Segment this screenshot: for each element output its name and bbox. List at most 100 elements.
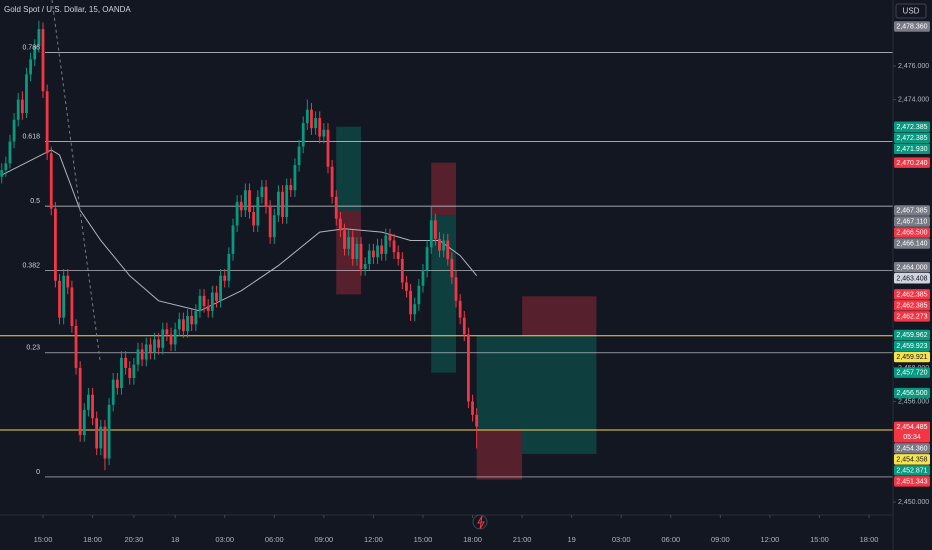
price-label-text: 2,472.385: [896, 135, 927, 142]
candle-body: [421, 270, 425, 286]
candle-body: [343, 230, 346, 249]
price-label: [894, 465, 930, 476]
candle-body: [338, 218, 342, 231]
x-tick-label: 21:00: [513, 535, 532, 544]
candle-body: [467, 334, 470, 402]
candle-body: [351, 237, 355, 259]
price-label: [894, 143, 930, 154]
candle-body: [82, 409, 86, 436]
candle-body: [190, 315, 194, 325]
candle-body: [157, 339, 161, 348]
candle-body: [132, 364, 136, 378]
position-box: [522, 428, 597, 454]
candle-body: [446, 240, 450, 259]
countdown: 05:34: [903, 434, 921, 441]
fib-label: 0.618: [22, 133, 40, 140]
candle-body: [186, 315, 189, 332]
candle-body: [8, 141, 12, 164]
lightning-ring[interactable]: [472, 514, 488, 530]
candle-body: [140, 349, 144, 360]
chart-title: Gold Spot / U.S. Dollar, 15, OANDA: [4, 5, 131, 14]
x-tick-label: 12:00: [761, 535, 780, 544]
candle-body: [227, 253, 231, 281]
candle-body: [20, 99, 24, 114]
y-tick-label: 2,456.000: [898, 398, 929, 405]
candle-body: [148, 344, 152, 353]
candle-body: [264, 186, 268, 207]
candle-body: [372, 250, 375, 258]
position-box: [522, 296, 597, 336]
x-tick-label: 03:00: [612, 535, 631, 544]
candle-body: [144, 344, 148, 360]
candle-body: [74, 326, 78, 368]
price-label: [894, 340, 930, 352]
price-label-text: 2,462.385: [896, 291, 927, 298]
price-label-text: 2,467.385: [896, 208, 927, 215]
x-tick-label: 06:00: [265, 535, 284, 544]
candle-body: [252, 211, 256, 226]
x-tick-label: 18:00: [860, 535, 879, 544]
candle-body: [475, 414, 479, 427]
price-label-text: 2,457.720: [896, 370, 927, 377]
candle-body: [87, 394, 90, 410]
candle-body: [289, 185, 293, 191]
candle-body: [243, 190, 247, 211]
candle-body: [177, 319, 181, 330]
candle-body: [41, 29, 45, 92]
x-tick-label: 12:00: [364, 535, 383, 544]
x-tick-label: 20:30: [124, 535, 143, 544]
x-tick-label: 09:00: [314, 535, 333, 544]
candle-body: [413, 304, 417, 315]
price-label: [894, 329, 930, 341]
x-tick-label: 15:00: [810, 535, 829, 544]
candle-body: [37, 29, 41, 46]
candle-body: [194, 310, 198, 325]
candle-body: [305, 109, 309, 124]
price-label-text: 2,467.110: [897, 219, 928, 226]
candle-body: [293, 165, 297, 191]
price-label-text: 2,451.343: [896, 478, 927, 485]
candle-body: [215, 292, 218, 301]
candle-body: [219, 275, 222, 301]
price-label-text: 2,466.140: [896, 241, 927, 248]
candle-body: [103, 426, 107, 459]
candle-body: [136, 349, 140, 365]
candle-body: [198, 295, 202, 311]
price-label: [894, 21, 930, 32]
plot-area: [0, 20, 893, 480]
candle-body: [124, 357, 128, 368]
candle-body: [235, 201, 239, 226]
candle-body: [471, 401, 474, 415]
candle-body: [454, 277, 458, 301]
price-label: [894, 421, 930, 443]
price-label: [894, 311, 930, 322]
currency-button[interactable]: [895, 3, 927, 19]
price-label-text: 2,459.923: [896, 343, 927, 350]
y-tick-label: 2,450.000: [898, 499, 929, 506]
candle-body: [120, 357, 123, 389]
candle-body: [25, 74, 28, 114]
price-label: [894, 454, 930, 465]
candle-body: [256, 196, 260, 226]
candle-body: [0, 170, 4, 177]
candle-body: [206, 305, 210, 311]
candle-body: [70, 287, 74, 327]
y-tick-label: 2,474.000: [898, 96, 929, 103]
candle-body: [91, 394, 94, 419]
candle-body: [363, 263, 367, 269]
price-label: [894, 273, 930, 284]
price-label-text: 2,471.930: [896, 146, 927, 153]
candle-body: [450, 258, 454, 278]
price-label-text: 2,464.000: [896, 264, 927, 271]
candle-body: [380, 245, 384, 254]
candle-body: [442, 240, 446, 251]
position-box: [476, 428, 523, 480]
candle-body: [433, 220, 437, 239]
x-tick-label: 15:00: [414, 535, 433, 544]
price-label-text: 2,454.360: [896, 445, 927, 452]
candle-body: [355, 243, 359, 259]
fib-label: 0.786: [22, 45, 40, 52]
candle-body: [388, 235, 392, 241]
candle-body: [322, 129, 326, 137]
